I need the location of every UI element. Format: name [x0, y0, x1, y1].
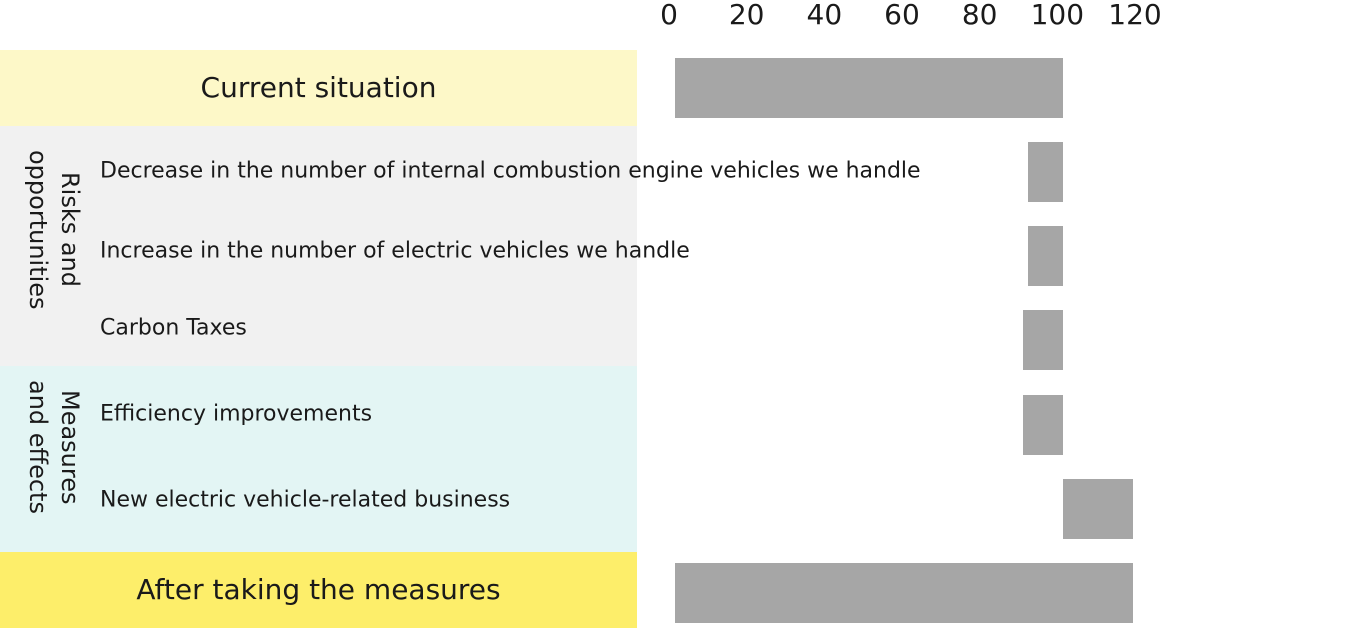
row-label-new-ev-business: New electric vehicle-related business [100, 487, 511, 513]
current-situation-band [0, 50, 637, 126]
x-tick-label: 120 [1108, 0, 1162, 31]
x-tick-label: 40 [806, 0, 843, 31]
bar [1022, 395, 1064, 455]
risks-opportunities-group-label: Risks and opportunities [24, 150, 84, 310]
x-tick-label: 80 [961, 0, 998, 31]
risks-opportunities-band [0, 126, 637, 366]
measures-effects-band [0, 366, 637, 552]
bar [1022, 310, 1064, 370]
x-tick-label: 100 [1030, 0, 1085, 31]
after-measures-band [0, 552, 637, 628]
bar [675, 58, 1064, 118]
row-label-efficiency: Efficiency improvements [100, 401, 373, 427]
bar [1028, 226, 1064, 286]
row-label-carbon-taxes: Carbon Taxes [100, 315, 247, 341]
row-label-ice-vehicles: Decrease in the number of internal combu… [100, 158, 921, 184]
bar [675, 563, 1134, 623]
measures-effects-group-label: Measures and effects [24, 380, 84, 514]
after-measures-label: After taking the measures [136, 573, 501, 606]
x-tick-label: 20 [728, 0, 765, 31]
bar [1063, 479, 1134, 539]
row-label-electric-vehicles: Increase in the number of electric vehic… [100, 238, 690, 264]
bar [1028, 142, 1064, 202]
x-tick-label: 60 [884, 0, 920, 31]
x-tick-label: 0 [660, 0, 678, 31]
current-situation-label: Current situation [200, 71, 437, 104]
